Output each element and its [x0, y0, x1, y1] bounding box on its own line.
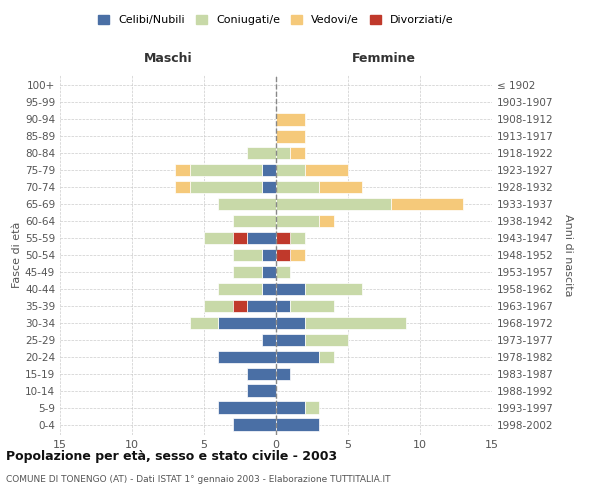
- Bar: [276, 300, 290, 312]
- Bar: [276, 130, 305, 142]
- Bar: [233, 418, 276, 431]
- Bar: [319, 350, 334, 364]
- Bar: [218, 402, 276, 414]
- Bar: [276, 350, 319, 364]
- Bar: [305, 402, 319, 414]
- Bar: [276, 402, 305, 414]
- Bar: [190, 316, 218, 330]
- Bar: [247, 368, 276, 380]
- Bar: [305, 334, 348, 346]
- Y-axis label: Fasce di età: Fasce di età: [12, 222, 22, 288]
- Bar: [276, 282, 305, 296]
- Text: Maschi: Maschi: [143, 52, 193, 65]
- Bar: [276, 248, 290, 262]
- Bar: [276, 198, 391, 210]
- Bar: [290, 146, 305, 160]
- Bar: [276, 146, 290, 160]
- Bar: [262, 282, 276, 296]
- Bar: [218, 316, 276, 330]
- Bar: [247, 384, 276, 397]
- Text: COMUNE DI TONENGO (AT) - Dati ISTAT 1° gennaio 2003 - Elaborazione TUTTITALIA.IT: COMUNE DI TONENGO (AT) - Dati ISTAT 1° g…: [6, 475, 391, 484]
- Bar: [233, 266, 262, 278]
- Bar: [276, 368, 290, 380]
- Y-axis label: Anni di nascita: Anni di nascita: [563, 214, 573, 296]
- Bar: [276, 418, 319, 431]
- Bar: [305, 164, 348, 176]
- Bar: [262, 164, 276, 176]
- Bar: [204, 232, 247, 244]
- Bar: [276, 214, 319, 228]
- Bar: [190, 164, 262, 176]
- Bar: [276, 232, 290, 244]
- Bar: [233, 232, 247, 244]
- Text: Femmine: Femmine: [352, 52, 416, 65]
- Bar: [290, 300, 334, 312]
- Bar: [290, 248, 305, 262]
- Bar: [276, 113, 305, 126]
- Bar: [305, 282, 362, 296]
- Bar: [175, 164, 190, 176]
- Legend: Celibi/Nubili, Coniugati/e, Vedovi/e, Divorziati/e: Celibi/Nubili, Coniugati/e, Vedovi/e, Di…: [94, 10, 458, 30]
- Bar: [276, 334, 305, 346]
- Bar: [247, 232, 276, 244]
- Bar: [276, 164, 305, 176]
- Bar: [276, 266, 290, 278]
- Bar: [305, 316, 406, 330]
- Bar: [319, 180, 362, 194]
- Bar: [276, 180, 319, 194]
- Bar: [190, 180, 262, 194]
- Bar: [276, 248, 290, 262]
- Bar: [233, 248, 262, 262]
- Bar: [391, 198, 463, 210]
- Bar: [218, 198, 276, 210]
- Bar: [276, 232, 305, 244]
- Bar: [218, 282, 262, 296]
- Text: Popolazione per età, sesso e stato civile - 2003: Popolazione per età, sesso e stato civil…: [6, 450, 337, 463]
- Bar: [319, 214, 334, 228]
- Bar: [233, 214, 276, 228]
- Bar: [247, 300, 276, 312]
- Bar: [233, 300, 247, 312]
- Bar: [262, 248, 276, 262]
- Bar: [247, 146, 276, 160]
- Bar: [262, 266, 276, 278]
- Bar: [218, 350, 276, 364]
- Bar: [175, 180, 190, 194]
- Bar: [276, 316, 305, 330]
- Bar: [262, 334, 276, 346]
- Bar: [262, 180, 276, 194]
- Bar: [204, 300, 247, 312]
